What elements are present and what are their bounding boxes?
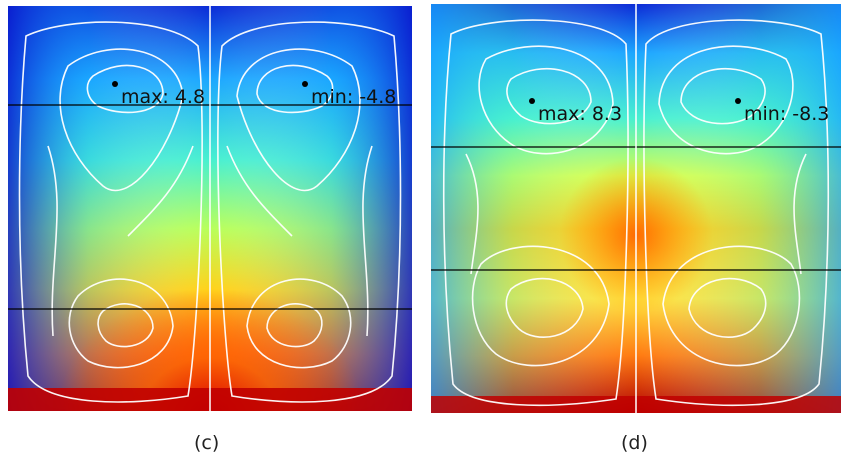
max-label-c: max: 4.8 xyxy=(121,86,206,108)
min-marker-d xyxy=(735,98,741,104)
caption-d: (d) xyxy=(621,432,648,454)
max-label-d: max: 8.3 xyxy=(538,103,623,125)
flow-panel-c xyxy=(8,6,412,411)
min-label-d: min: -8.3 xyxy=(744,103,830,125)
streamlines-d xyxy=(442,19,830,407)
caption-c: (c) xyxy=(194,432,220,454)
min-label-c: min: -4.8 xyxy=(311,86,397,108)
flow-field-d xyxy=(431,4,841,413)
min-marker-c xyxy=(302,81,308,87)
streamlines-c xyxy=(18,21,402,403)
max-marker-d xyxy=(529,98,535,104)
max-marker-c xyxy=(112,81,118,87)
flow-panel-d xyxy=(431,4,841,413)
flow-field-c xyxy=(8,6,412,411)
